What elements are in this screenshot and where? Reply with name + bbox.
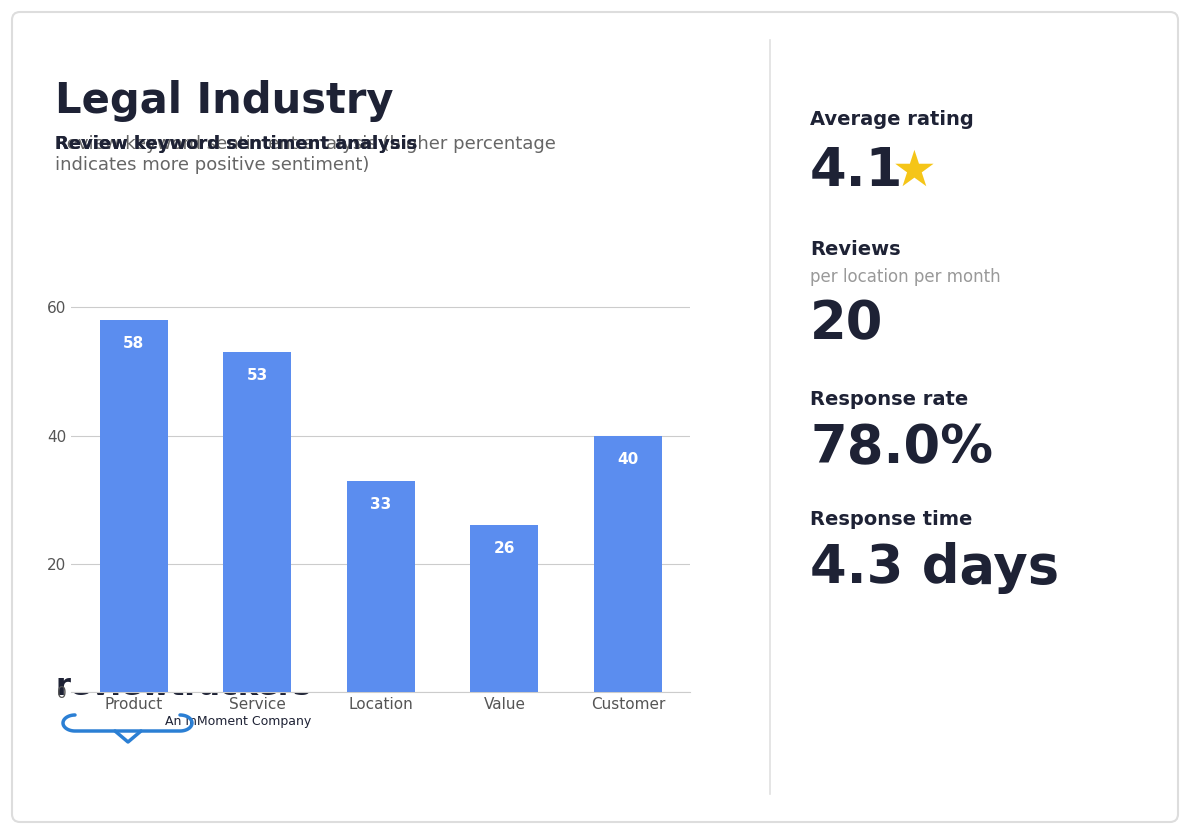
Text: 33: 33 (370, 496, 392, 511)
Text: Response rate: Response rate (810, 390, 969, 409)
Text: ★: ★ (892, 148, 937, 196)
Text: 4.3 days: 4.3 days (810, 542, 1059, 594)
Text: Average rating: Average rating (810, 110, 973, 129)
Bar (594, 435, 662, 692)
Text: An InMoment Company: An InMoment Company (165, 715, 312, 728)
Bar (224, 352, 292, 692)
Text: Review keyword sentiment analysis: Review keyword sentiment analysis (55, 135, 418, 153)
Text: Review keyword sentiment analysis: Review keyword sentiment analysis (55, 135, 418, 153)
Bar (100, 320, 168, 692)
Text: 53: 53 (246, 369, 268, 384)
Text: reviewtrackers: reviewtrackers (55, 672, 311, 701)
FancyBboxPatch shape (12, 12, 1178, 822)
Text: 78.0%: 78.0% (810, 422, 992, 474)
Text: 58: 58 (123, 336, 144, 351)
Text: Response time: Response time (810, 510, 972, 529)
Text: Reviews: Reviews (810, 240, 901, 259)
Text: 26: 26 (494, 541, 515, 556)
Text: Legal Industry: Legal Industry (55, 80, 394, 122)
Text: Review keyword sentiment analysis (higher percentage
indicates more positive sen: Review keyword sentiment analysis (highe… (55, 135, 556, 173)
Text: 20: 20 (810, 298, 883, 350)
Text: 40: 40 (618, 452, 639, 467)
Bar (470, 525, 538, 692)
Bar (346, 480, 415, 692)
Text: 4.1: 4.1 (810, 145, 903, 197)
Text: per location per month: per location per month (810, 268, 1001, 286)
